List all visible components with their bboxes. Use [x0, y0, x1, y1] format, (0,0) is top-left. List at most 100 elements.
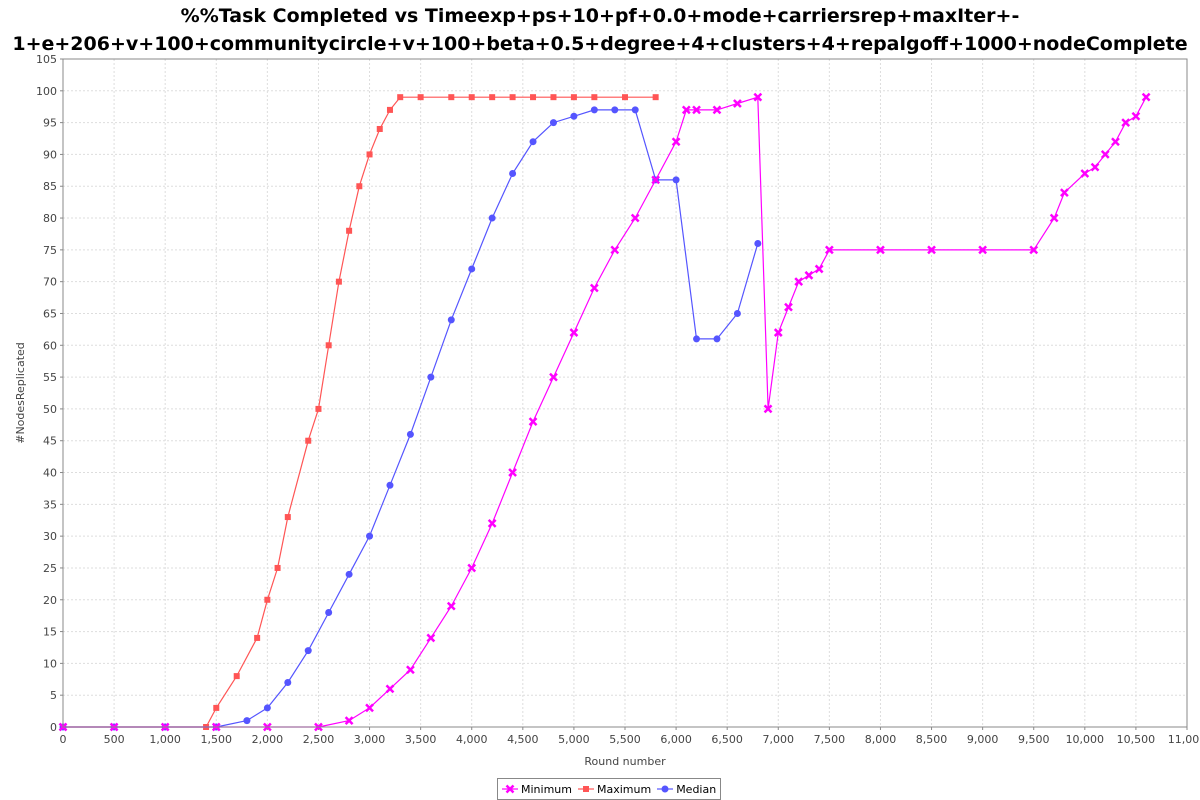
chart-title-line2: 1+e+206+v+100+communitycircle+v+100+beta… — [12, 33, 1188, 55]
data-point — [446, 601, 456, 611]
data-point — [366, 532, 374, 540]
legend-swatch — [502, 784, 518, 794]
data-point — [213, 704, 220, 711]
data-point — [630, 213, 640, 223]
x-tick-label: 11,000 — [1168, 733, 1200, 746]
y-tick-label: 85 — [43, 180, 57, 193]
data-point — [447, 316, 455, 324]
y-tick-label: 0 — [50, 721, 57, 734]
data-point — [589, 283, 599, 293]
data-point — [672, 176, 680, 184]
data-point — [489, 94, 496, 101]
x-tick-label: 3,000 — [354, 733, 386, 746]
data-point — [610, 245, 620, 255]
data-point — [733, 99, 742, 108]
data-point — [346, 227, 353, 234]
x-tick-label: 2,000 — [252, 733, 284, 746]
y-tick-label: 20 — [43, 594, 57, 607]
legend: Minimum Maximum Median — [497, 778, 722, 800]
data-point — [385, 684, 395, 694]
data-point — [582, 786, 589, 792]
y-tick-label: 35 — [43, 498, 57, 511]
data-point — [366, 151, 373, 158]
data-point — [264, 596, 271, 603]
data-point — [263, 704, 271, 712]
x-tick-label: 6,000 — [660, 733, 692, 746]
data-point — [386, 106, 393, 113]
plot-border — [62, 58, 1188, 728]
y-tick-label: 105 — [36, 53, 57, 66]
data-point — [305, 437, 312, 444]
y-tick-label: 15 — [43, 626, 57, 639]
data-point — [386, 481, 394, 489]
x-tick-label: 7,500 — [814, 733, 846, 746]
data-point — [1100, 150, 1110, 159]
y-tick-label: 30 — [43, 530, 57, 543]
data-point — [487, 519, 497, 528]
y-axis-label: #NodesReplicated — [14, 342, 27, 444]
data-point — [611, 106, 619, 114]
data-point — [426, 633, 436, 643]
data-point — [376, 125, 383, 132]
y-tick-label: 50 — [43, 403, 57, 416]
x-tick-label: 10,000 — [1066, 733, 1105, 746]
data-point — [784, 302, 793, 312]
data-point — [550, 94, 557, 101]
legend-label: Median — [676, 782, 717, 796]
data-point — [570, 94, 577, 101]
data-point — [549, 372, 558, 382]
legend-item-minimum: Minimum — [502, 783, 572, 796]
data-point — [345, 570, 353, 578]
x-tick-label: 5,500 — [609, 733, 641, 746]
data-point — [753, 92, 763, 102]
y-tick-label: 95 — [43, 117, 57, 130]
data-point — [794, 277, 804, 287]
data-point — [569, 328, 579, 337]
data-point — [713, 335, 721, 343]
data-point — [243, 717, 251, 725]
data-point — [591, 94, 598, 101]
data-point — [712, 105, 722, 115]
data-point — [622, 94, 628, 101]
data-point — [1059, 188, 1069, 197]
data-point — [344, 716, 354, 726]
data-point — [652, 94, 659, 101]
data-point — [590, 106, 598, 114]
x-tick-label: 8,000 — [865, 733, 897, 746]
x-tick-label: 500 — [104, 733, 125, 746]
data-point — [814, 264, 824, 274]
x-tick-label: 8,500 — [916, 733, 948, 746]
data-point — [233, 673, 240, 680]
y-tick-label: 55 — [43, 371, 57, 384]
x-tick-label: 1,000 — [149, 733, 181, 746]
x-tick-label: 7,000 — [763, 733, 795, 746]
legend-swatch — [657, 785, 674, 793]
data-point — [763, 404, 773, 414]
x-tick-label: 3,500 — [405, 733, 437, 746]
data-point — [1080, 169, 1090, 178]
y-tick-label: 45 — [43, 435, 57, 448]
data-point — [488, 214, 496, 222]
chart-title-line1: %%Task Completed vs Timeexp+ps+10+pf+0.0… — [180, 5, 1020, 27]
data-point — [397, 94, 404, 101]
data-point — [1131, 111, 1141, 121]
x-tick-label: 9,000 — [967, 733, 999, 746]
data-point — [530, 94, 537, 101]
y-tick-label: 60 — [43, 339, 57, 352]
x-tick-label: 1,500 — [201, 733, 233, 746]
data-point — [692, 105, 701, 115]
data-point — [468, 265, 476, 273]
data-point — [365, 703, 374, 713]
y-tick-label: 40 — [43, 467, 57, 480]
data-point — [1111, 137, 1120, 147]
data-point — [505, 784, 515, 794]
data-point — [804, 270, 814, 280]
data-point — [325, 608, 333, 616]
data-point — [671, 137, 681, 147]
data-point — [427, 373, 435, 381]
data-point — [356, 183, 363, 190]
y-tick-label: 25 — [43, 562, 57, 575]
series-minimum — [58, 92, 1151, 732]
x-tick-label: 6,500 — [711, 733, 743, 746]
data-point — [773, 328, 783, 337]
